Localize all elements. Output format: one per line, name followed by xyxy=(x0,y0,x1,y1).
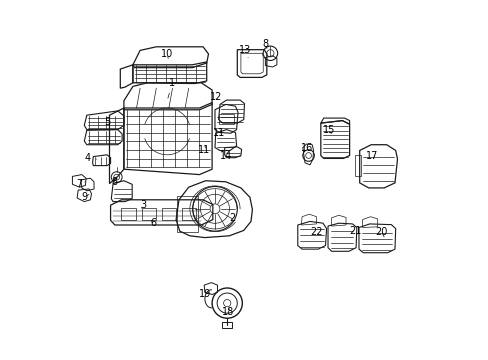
Text: 22: 22 xyxy=(309,227,322,237)
Text: 8: 8 xyxy=(112,177,118,187)
Text: 17: 17 xyxy=(366,150,378,161)
Text: 21: 21 xyxy=(348,226,361,236)
Bar xyxy=(218,114,233,124)
Bar xyxy=(355,155,360,176)
Text: 19: 19 xyxy=(198,289,211,300)
Text: 20: 20 xyxy=(374,227,386,237)
Bar xyxy=(222,322,232,328)
Text: 1: 1 xyxy=(167,78,175,98)
Text: 11: 11 xyxy=(198,145,210,156)
Bar xyxy=(162,208,176,220)
Text: 8: 8 xyxy=(262,39,268,49)
Text: 4: 4 xyxy=(84,153,97,163)
Bar xyxy=(121,208,136,220)
Text: 15: 15 xyxy=(322,125,335,135)
Text: 5: 5 xyxy=(103,117,110,130)
Bar xyxy=(182,208,196,220)
Text: 13: 13 xyxy=(239,45,251,58)
Text: 11: 11 xyxy=(213,128,225,138)
Text: 3: 3 xyxy=(140,200,146,210)
Text: 10: 10 xyxy=(161,49,173,59)
Text: 16: 16 xyxy=(300,143,312,153)
Text: 7: 7 xyxy=(76,179,85,189)
Text: 12: 12 xyxy=(209,92,222,102)
Bar xyxy=(141,208,156,220)
Text: 2: 2 xyxy=(228,213,235,227)
Text: 6: 6 xyxy=(150,218,157,228)
Text: 18: 18 xyxy=(222,307,234,318)
Text: 14: 14 xyxy=(219,150,231,161)
Text: 9: 9 xyxy=(81,192,89,202)
Bar xyxy=(177,196,198,232)
